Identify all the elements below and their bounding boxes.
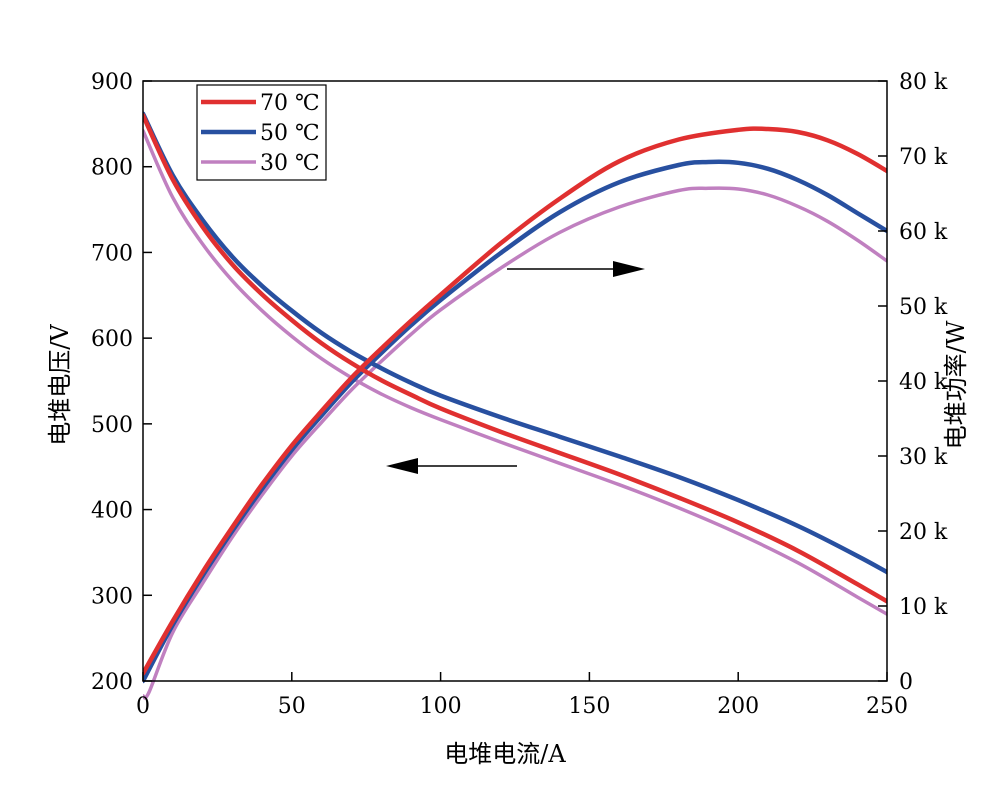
x-tick-label: 200 [717,694,759,719]
y-right-tick-label: 10 k [899,595,948,620]
y-right-tick-label: 60 k [899,220,948,245]
y-axis-left-title: 电堆电压/V [46,324,74,446]
y-left-tick-label: 600 [91,327,133,352]
ticks-layer: 0 50 100 150 200 250 200 300 400 500 600 700 800 900 0… [91,70,948,719]
x-tick-label: 100 [420,694,462,719]
y-right-tick-label: 40 k [899,370,948,395]
series-voltage-70c [143,113,887,604]
y-right-tick-label: 80 k [899,70,948,95]
legend: 70 ℃ 50 ℃ 30 ℃ [196,84,327,181]
legend-label-50c: 50 ℃ [260,121,320,146]
x-tick-label: 50 [278,694,306,719]
series-power-30c [143,186,887,700]
legend-label-30c: 30 ℃ [260,151,320,176]
x-axis-title: 电堆电流/A [444,740,566,768]
y-right-tick-label: 0 [899,670,913,695]
y-right-tick-label: 20 k [899,520,948,545]
series-voltage-30c [143,128,887,616]
y-left-tick-label: 700 [91,241,133,266]
legend-label-70c: 70 ℃ [260,91,320,116]
y-axis-right-title: 电堆功率/W [942,320,970,449]
series-power-50c [143,159,887,684]
y-left-tick-label: 300 [91,584,133,609]
series-voltage-50c [143,111,887,575]
y-left-tick-label: 200 [91,670,133,695]
arrow-annotation-right [507,261,645,277]
y-left-tick-label: 900 [91,70,133,95]
y-left-tick-label: 400 [91,499,133,524]
y-right-tick-label: 50 k [899,295,948,320]
x-tick-label: 0 [136,694,150,719]
y-left-tick-label: 800 [91,156,133,181]
y-right-tick-label: 70 k [899,145,948,170]
x-tick-label: 250 [866,694,908,719]
y-left-tick-label: 500 [91,413,133,438]
y-right-tick-label: 30 k [899,445,948,470]
x-tick-label: 150 [568,694,610,719]
series-power-70c [143,126,887,676]
curves-layer [143,111,887,700]
arrow-annotation-left [386,458,517,474]
